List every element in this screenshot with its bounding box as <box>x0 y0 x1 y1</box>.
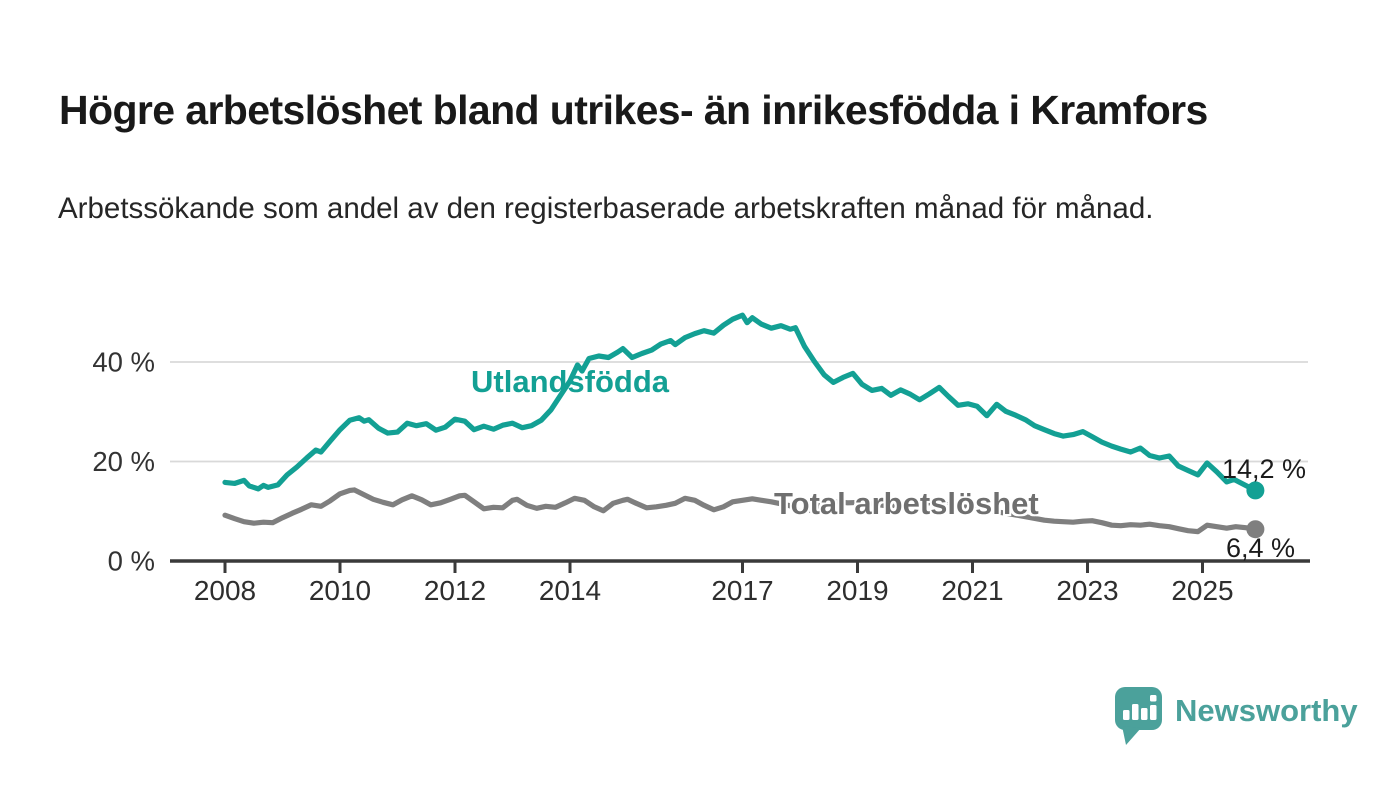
series-end-dot-utlandsfodda <box>1246 481 1265 500</box>
x-axis-tick-label: 2008 <box>194 575 256 606</box>
series-label-utlandsfodda: Utlandsfödda <box>471 364 670 399</box>
end-value-label-utlandsfodda: 14,2 % <box>1222 454 1307 484</box>
x-axis-tick-label: 2019 <box>826 575 888 606</box>
brand-name: Newsworthy <box>1175 693 1358 728</box>
newsworthy-logo: Newsworthy <box>1114 684 1358 746</box>
x-axis-tick-label: 2014 <box>539 575 601 606</box>
y-axis-tick-label: 20 % <box>92 446 155 477</box>
series-end-dot-total <box>1246 520 1265 539</box>
x-axis-tick-label: 2012 <box>424 575 486 606</box>
x-axis-tick-label: 2025 <box>1171 575 1233 606</box>
series-line-utlandsfodda <box>222 312 1259 493</box>
y-axis-tick-label: 40 % <box>92 347 155 378</box>
x-axis-tick-label: 2023 <box>1056 575 1118 606</box>
y-axis-tick-label: 0 % <box>108 546 155 577</box>
page-title: Högre arbetslöshet bland utrikes- än inr… <box>59 87 1208 134</box>
series-label-total-arbetsloshet: Total arbetslöshet <box>774 486 1039 521</box>
x-axis-tick-label: 2021 <box>941 575 1003 606</box>
chart-subtitle: Arbetssökande som andel av den registerb… <box>58 191 1154 225</box>
speech-bubble-bar-chart-icon <box>1115 687 1162 745</box>
x-axis-tick-label: 2017 <box>711 575 773 606</box>
series-line-total <box>222 487 1259 535</box>
x-axis-tick-label: 2010 <box>309 575 371 606</box>
end-value-label-total: 6,4 % <box>1226 533 1296 563</box>
